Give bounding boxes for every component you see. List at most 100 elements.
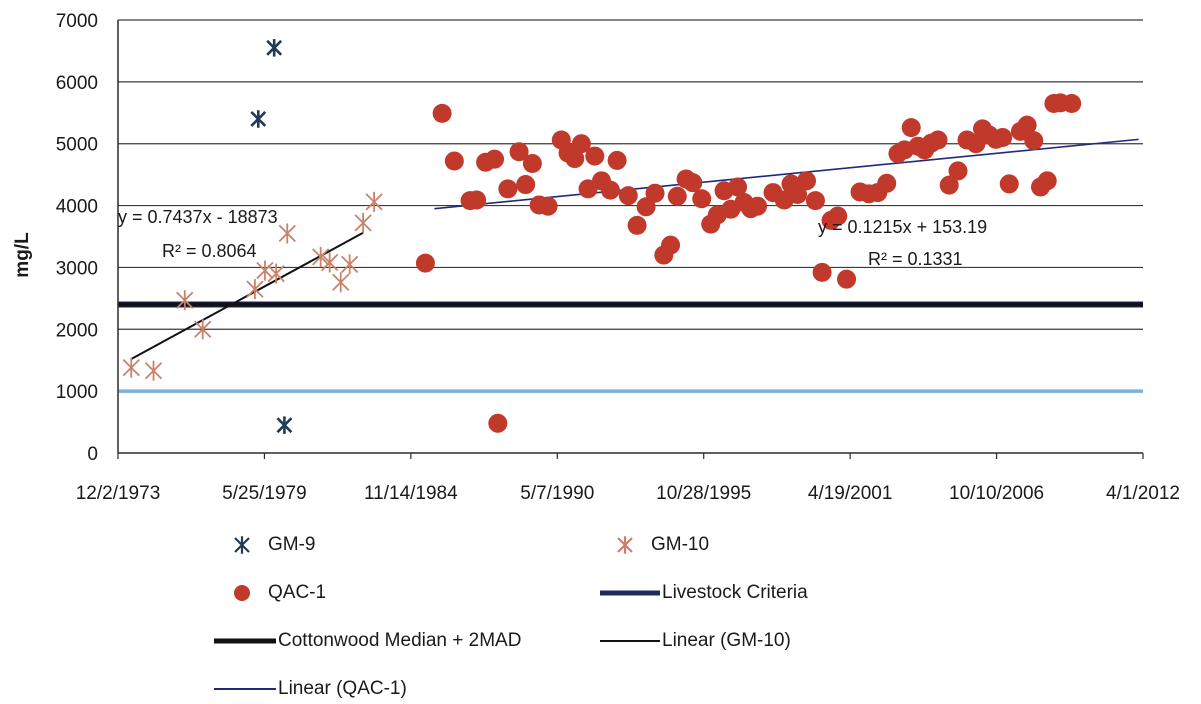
x-tick-label: 12/2/1973	[76, 483, 161, 504]
series-gm-9	[250, 39, 293, 434]
point-qac1	[509, 142, 529, 162]
point-qac1	[797, 171, 817, 191]
grid-layer	[118, 19, 1143, 392]
x-tick-label: 4/19/2001	[808, 483, 893, 504]
series-qac-1	[415, 93, 1082, 433]
legend-item-cottonwood-median: Cottonwood Median + 2MAD	[214, 626, 521, 656]
legend-item-linear-gm10: Linear (GM-10)	[600, 626, 791, 656]
x-tick-label: 11/14/1984	[364, 483, 458, 504]
point-gm10	[365, 191, 383, 212]
point-qac1	[607, 150, 627, 170]
legend-marker	[617, 536, 633, 554]
point-qac1	[415, 253, 435, 273]
thick-line-icon	[214, 626, 278, 656]
point-gm10	[278, 223, 296, 244]
legend-label: Livestock Criteria	[662, 582, 808, 603]
x-tick-label: 10/10/2006	[949, 483, 1044, 504]
point-qac1	[467, 190, 487, 210]
gm10-equation: y = 0.7437x - 18873	[118, 207, 278, 227]
point-qac1	[538, 196, 558, 216]
point-gm9	[250, 110, 267, 128]
point-gm10	[332, 272, 350, 293]
point-gm10	[321, 252, 339, 273]
x-tick-label: 4/1/2012	[1106, 483, 1180, 504]
point-gm10	[194, 319, 212, 340]
y-tick-label: 3000	[56, 258, 98, 279]
point-qac1	[728, 177, 748, 197]
point-qac1	[788, 184, 808, 204]
legend-item-gm10: GM-10	[615, 530, 709, 560]
point-gm10	[176, 290, 194, 311]
point-qac1	[565, 149, 585, 169]
trendlines	[130, 138, 1139, 360]
asterisk-icon	[615, 530, 651, 560]
point-qac1	[498, 179, 518, 199]
trendline-qac1	[434, 138, 1139, 210]
point-qac1	[618, 186, 638, 206]
axes: 0 1000 2000 3000 4000 5000 6000 7000 12/2/1973 5/…	[56, 11, 1180, 504]
point-gm10	[312, 246, 330, 267]
point-gm10	[144, 360, 163, 381]
point-qac1	[444, 151, 464, 171]
point-qac1	[585, 146, 605, 166]
point-qac1	[571, 134, 591, 154]
point-gm10	[246, 279, 264, 300]
point-gm9	[266, 39, 283, 57]
point-qac1	[636, 197, 656, 217]
point-qac1	[939, 175, 959, 195]
point-gm10	[256, 260, 274, 281]
point-qac1	[877, 173, 897, 193]
qac1-r-squared: R² = 0.1331	[868, 249, 963, 269]
point-qac1	[928, 130, 948, 150]
data-points	[122, 39, 1082, 434]
x-tick-label: 5/7/1990	[520, 483, 594, 504]
legend: GM-9 GM-10 QAC-1 Livestock Criteria Cott…	[0, 520, 1201, 703]
point-qac1	[1024, 131, 1044, 151]
point-qac1	[516, 175, 536, 195]
circle-icon	[232, 578, 268, 608]
point-gm10	[354, 212, 372, 233]
y-tick-label: 2000	[56, 320, 98, 341]
point-gm10	[267, 263, 285, 284]
legend-label: Linear (QAC-1)	[278, 678, 407, 699]
point-qac1	[522, 154, 542, 174]
y-tick-label: 4000	[56, 197, 98, 218]
y-tick-label: 1000	[56, 382, 98, 403]
point-gm10	[122, 357, 140, 378]
point-qac1	[600, 180, 620, 200]
trendline-annotations: y = 0.7437x - 18873 R² = 0.8064 y = 0.12…	[118, 207, 987, 269]
point-qac1	[667, 186, 687, 206]
gm10-r-squared: R² = 0.8064	[162, 241, 257, 261]
point-qac1	[692, 189, 712, 209]
point-qac1	[812, 262, 832, 282]
legend-label: GM-9	[268, 534, 316, 555]
point-qac1	[661, 235, 681, 255]
point-qac1	[993, 128, 1013, 148]
legend-marker	[234, 585, 250, 601]
point-gm9	[276, 416, 293, 434]
thick-line-icon	[600, 578, 662, 608]
point-qac1	[828, 206, 848, 226]
legend-label: QAC-1	[268, 582, 327, 603]
y-tick-label: 0	[87, 444, 98, 465]
point-qac1	[999, 174, 1019, 194]
point-qac1	[432, 103, 452, 123]
thin-line-icon	[600, 626, 662, 656]
y-axis-title: mg/L	[12, 232, 33, 278]
legend-item-linear-qac1: Linear (QAC-1)	[214, 674, 407, 704]
x-tick-label: 5/25/1979	[222, 483, 307, 504]
qac1-equation: y = 0.1215x + 153.19	[818, 217, 987, 237]
legend-marker	[234, 536, 250, 554]
reference-lines	[118, 301, 1143, 393]
asterisk-icon	[232, 530, 268, 560]
point-qac1	[645, 183, 665, 203]
thin-line-icon	[214, 674, 278, 704]
y-tick-label: 6000	[56, 73, 98, 94]
legend-item-livestock-criteria: Livestock Criteria	[600, 578, 808, 608]
legend-label: GM-10	[651, 534, 710, 555]
point-qac1	[1017, 115, 1037, 135]
series-gm-10	[122, 191, 383, 381]
point-qac1	[1037, 171, 1057, 191]
point-qac1	[488, 413, 508, 433]
point-qac1	[683, 173, 703, 193]
